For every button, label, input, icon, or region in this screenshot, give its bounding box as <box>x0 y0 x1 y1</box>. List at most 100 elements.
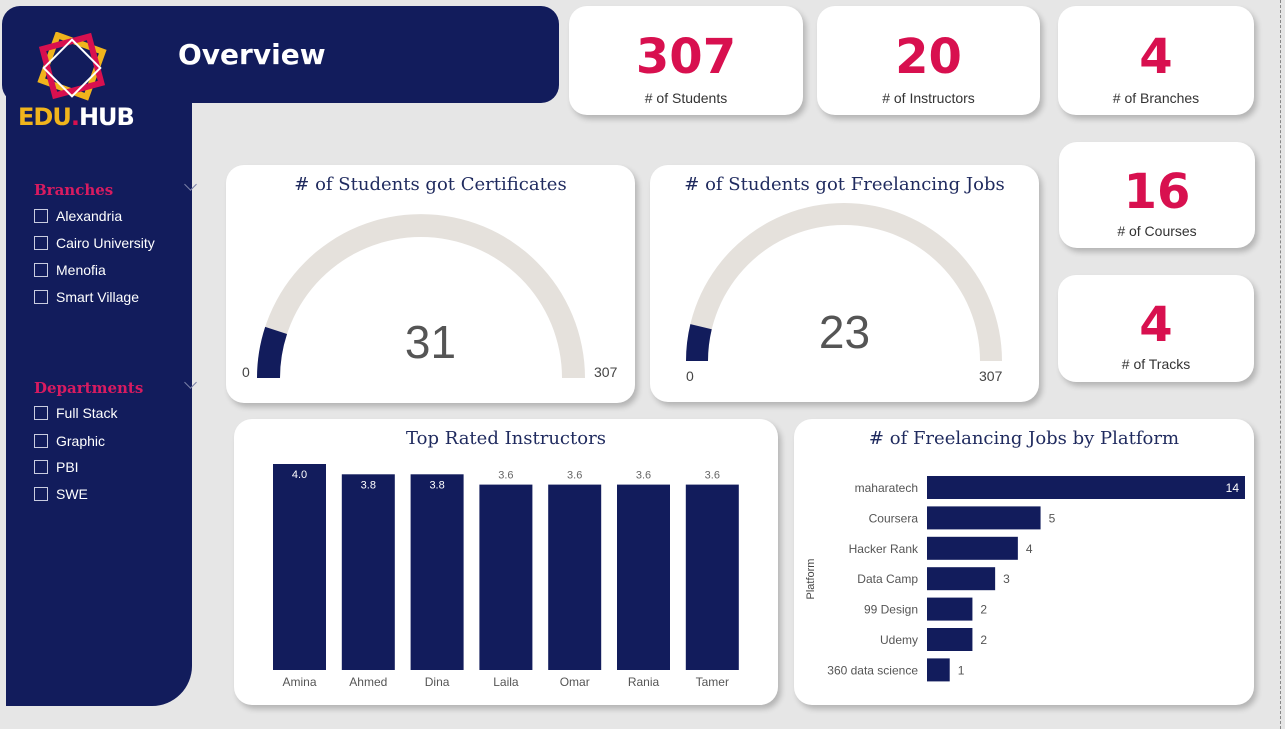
kpi-card-branches: 4 # of Branches <box>1058 6 1254 115</box>
y-tick-label: Udemy <box>880 633 918 647</box>
bar-data-label: 3.8 <box>429 479 444 491</box>
gauge-value: 23 <box>818 306 871 358</box>
gauge-min: 0 <box>686 368 694 384</box>
card-title: # of Students got Freelancing Jobs <box>684 174 1005 195</box>
branch-option-smart-village[interactable]: Smart Village <box>34 289 139 305</box>
bar[interactable] <box>927 567 996 591</box>
logo-text: EDU.HUB <box>18 103 135 131</box>
y-tick-label: maharatech <box>855 481 918 495</box>
logo-ub: UB <box>98 103 135 131</box>
gauge-card-certificates: # of Students got Certificates 31 0 307 <box>226 165 635 403</box>
bar-data-label: 4 <box>1026 542 1033 556</box>
bar-data-label: 2 <box>980 633 987 647</box>
bar[interactable] <box>927 536 1018 560</box>
chart-title: # of Freelancing Jobs by Platform <box>868 428 1180 449</box>
checkbox-icon[interactable] <box>34 209 48 223</box>
checkbox-icon[interactable] <box>34 487 48 501</box>
bar[interactable] <box>927 628 973 651</box>
department-option-graphic[interactable]: Graphic <box>34 433 105 449</box>
x-tick-label: Ahmed <box>349 675 387 689</box>
gauge-track <box>257 214 585 378</box>
branch-label: Cairo University <box>56 235 155 251</box>
checkbox-icon[interactable] <box>34 460 48 474</box>
branch-label: Alexandria <box>56 208 123 224</box>
bar[interactable] <box>927 658 950 682</box>
bar-data-label: 3.6 <box>705 470 720 482</box>
x-tick-label: Laila <box>493 675 519 689</box>
checkbox-icon[interactable] <box>34 263 48 277</box>
kpi-card-courses: 16 # of Courses <box>1059 142 1255 248</box>
y-axis-label: Platform <box>805 559 817 600</box>
x-tick-label: Rania <box>628 675 660 689</box>
x-tick-label: Tamer <box>696 675 729 689</box>
kpi-value: 4 <box>1139 29 1173 85</box>
gauge-certificates <box>257 214 585 378</box>
kpi-value: 20 <box>895 29 962 85</box>
checkbox-icon[interactable] <box>34 236 48 250</box>
top-rated-instructors-chart: 4.0 Amina 3.8 Ahmed 3.8 Dina 3.6 Laila 3.6 Omar 3.… <box>273 464 739 689</box>
x-tick-label: Dina <box>425 675 450 689</box>
kpi-card-tracks: 4 # of Tracks <box>1058 275 1254 382</box>
gauge-card-freelancing: # of Students got Freelancing Jobs 23 0 … <box>650 165 1039 402</box>
department-option-full-stack[interactable]: Full Stack <box>34 405 117 421</box>
kpi-label: # of Students <box>644 90 728 106</box>
y-tick-label: Data Camp <box>857 572 918 586</box>
bar-data-label: 4.0 <box>292 469 307 481</box>
bar-data-label: 2 <box>980 603 987 617</box>
gauge-freelancing <box>686 203 1002 361</box>
x-tick-label: Amina <box>282 675 316 689</box>
right-edge-divider <box>1280 0 1282 729</box>
branch-option-cairo-university[interactable]: Cairo University <box>34 235 155 251</box>
department-label: SWE <box>56 486 88 502</box>
gauge-max: 307 <box>594 364 618 380</box>
checkbox-icon[interactable] <box>34 406 48 420</box>
bar[interactable] <box>548 484 602 670</box>
checkbox-icon[interactable] <box>34 290 48 304</box>
y-tick-label: 99 Design <box>864 603 918 617</box>
bar[interactable] <box>927 597 973 621</box>
bar[interactable] <box>479 484 533 670</box>
bar[interactable] <box>927 476 1245 499</box>
kpi-label: # of Tracks <box>1121 356 1191 372</box>
kpi-card-students: 307 # of Students <box>569 6 803 115</box>
gauge-min: 0 <box>242 364 250 380</box>
bar-data-label: 14 <box>1226 481 1240 495</box>
bar-data-label: 3.8 <box>361 479 376 491</box>
bar[interactable] <box>410 474 464 670</box>
bar-data-label: 3.6 <box>636 470 651 482</box>
bar[interactable] <box>617 484 670 670</box>
branches-filter-title: Branches <box>34 181 114 199</box>
kpi-value: 16 <box>1123 164 1191 220</box>
checkbox-icon[interactable] <box>34 434 48 448</box>
bar-data-label: 3 <box>1003 572 1010 586</box>
y-tick-label: 360 data science <box>827 663 918 677</box>
branch-option-menofia[interactable]: Menofia <box>34 262 106 278</box>
branch-option-alexandria[interactable]: Alexandria <box>34 208 122 224</box>
department-option-swe[interactable]: SWE <box>34 486 88 502</box>
bar-data-label: 3.6 <box>567 470 582 482</box>
bar-data-label: 3.6 <box>498 470 513 482</box>
branch-label: Smart Village <box>56 289 140 305</box>
bar[interactable] <box>341 474 395 670</box>
y-tick-label: Hacker Rank <box>849 542 919 556</box>
department-label: Graphic <box>56 433 106 449</box>
x-tick-label: Omar <box>560 675 590 689</box>
kpi-label: # of Branches <box>1112 90 1200 106</box>
bar-data-label: 5 <box>1049 511 1056 525</box>
bar[interactable] <box>273 464 326 670</box>
departments-filter-title: Departments <box>34 379 144 397</box>
gauge-value: 31 <box>404 316 457 368</box>
logo-dot: . <box>70 103 80 131</box>
department-option-pbi[interactable]: PBI <box>34 459 79 475</box>
kpi-value: 4 <box>1139 297 1173 353</box>
bar-data-label: 1 <box>958 663 965 677</box>
eduhub-logo-icon <box>37 32 107 101</box>
gauge-track <box>686 203 1002 361</box>
card-title: # of Students got Certificates <box>294 174 567 195</box>
gauge-max: 307 <box>979 368 1003 384</box>
gauge-fill <box>686 324 712 361</box>
bar[interactable] <box>685 484 739 670</box>
bar[interactable] <box>927 506 1041 530</box>
chart-card-freelancing-jobs-by-platform: # of Freelancing Jobs by Platform 14 maha… <box>794 419 1254 705</box>
kpi-label: # of Courses <box>1117 223 1197 239</box>
